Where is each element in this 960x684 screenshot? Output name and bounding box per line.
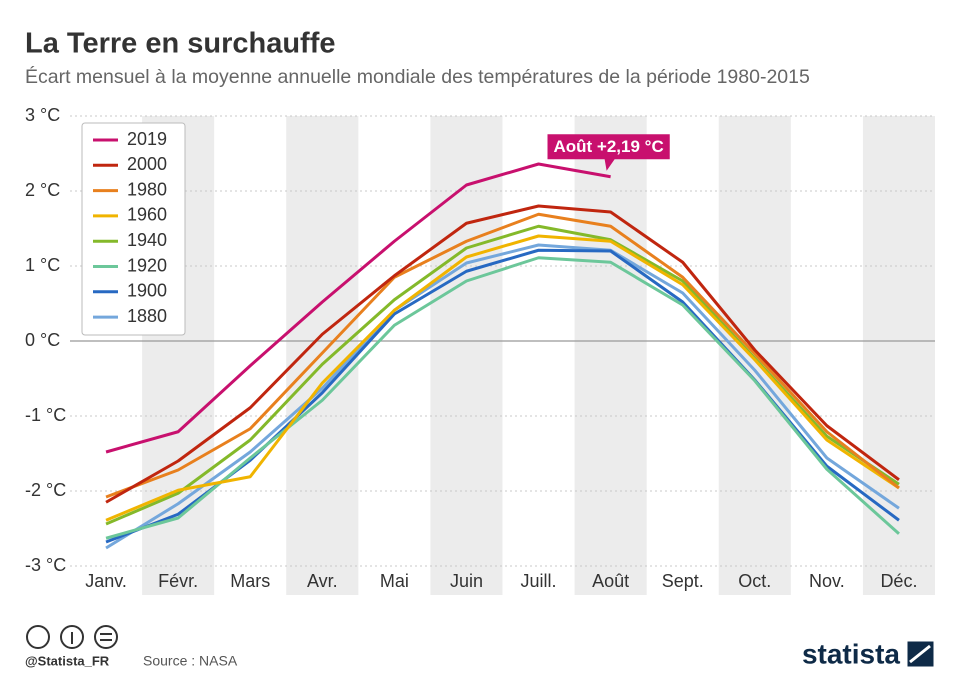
footer-handle: @Statista_FR	[25, 653, 110, 668]
annotation-box	[547, 134, 670, 171]
legend-label: 1940	[127, 230, 167, 250]
series-line	[105, 234, 900, 522]
x-tick-label: Août	[592, 571, 629, 591]
legend-label: 1980	[127, 179, 167, 199]
license-icons	[26, 625, 118, 649]
x-tick-label: Mars	[230, 571, 270, 591]
y-tick-label: 2 °C	[25, 180, 60, 200]
x-tick-label: Nov.	[809, 571, 845, 591]
y-tick-label: 3 °C	[25, 105, 60, 125]
x-tick-label: Déc.	[880, 571, 917, 591]
x-tick-label: Juill.	[521, 571, 557, 591]
x-tick-label: Mai	[380, 571, 409, 591]
y-tick-label: -2 °C	[25, 480, 66, 500]
x-tick-label: Avr.	[307, 571, 338, 591]
legend-label: 1960	[127, 205, 167, 225]
chart-title: La Terre en surchauffe	[25, 28, 336, 60]
annotation-label: Août +2,19 °C	[554, 137, 664, 156]
footer-source: Source : NASA	[143, 653, 238, 669]
legend-box	[81, 122, 186, 336]
y-tick-label: 1 °C	[25, 255, 60, 275]
x-tick-label: Févr.	[158, 571, 198, 591]
brand-logo: statista	[802, 638, 900, 669]
lines	[105, 162, 900, 550]
x-tick-label: Oct.	[738, 571, 771, 591]
y-tick-label: -3 °C	[25, 555, 66, 575]
series-line	[105, 243, 900, 550]
column-band	[286, 116, 359, 595]
series-line	[105, 256, 900, 540]
series-line	[105, 162, 611, 454]
legend: 2019 2000 1980 1960 1940 1920 1900 1880	[81, 122, 186, 336]
x-tick-label: Juin	[450, 571, 483, 591]
column-band	[862, 116, 935, 595]
column-band	[574, 116, 647, 595]
y-tick-label: -1 °C	[25, 405, 66, 425]
legend-label: 2019	[127, 129, 167, 149]
legend-label: 1880	[127, 306, 167, 326]
annotation: Août +2,19 °C	[547, 134, 670, 171]
legend-label: 1900	[127, 281, 167, 301]
legend-label: 2000	[127, 154, 167, 174]
brand-icon	[904, 638, 937, 670]
x-tick-label: Janv.	[85, 571, 127, 591]
series-line	[105, 212, 900, 499]
x-tick-label: Sept.	[662, 571, 704, 591]
y-tick-label: 0 °C	[25, 330, 60, 350]
column-band	[430, 116, 503, 595]
legend-label: 1920	[127, 255, 167, 275]
series-line	[105, 204, 900, 504]
chart-subtitle: Écart mensuel à la moyenne annuelle mond…	[25, 65, 810, 88]
